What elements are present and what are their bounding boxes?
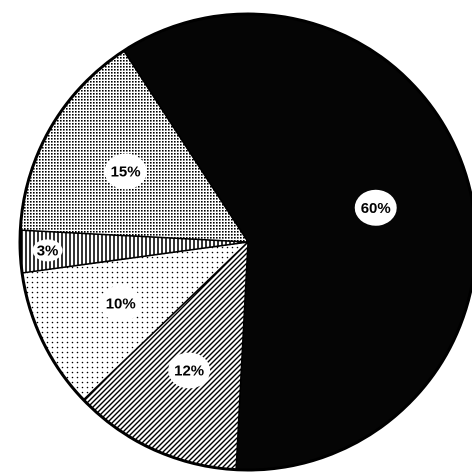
slice-label-bubble-60	[354, 189, 397, 226]
slice-label-3: 3%	[37, 242, 59, 259]
slice-label-bubble-12	[168, 352, 211, 389]
slice-label-bubble-15	[104, 153, 147, 190]
slice-label-12: 12%	[174, 363, 204, 380]
slice-label-60: 60%	[361, 200, 391, 217]
slice-label-bubble-3	[32, 239, 63, 262]
slice-label-bubble-10	[99, 285, 142, 322]
pie-outline	[18, 12, 472, 472]
slice-label-15: 15%	[111, 163, 141, 180]
slice-label-10: 10%	[106, 296, 136, 313]
